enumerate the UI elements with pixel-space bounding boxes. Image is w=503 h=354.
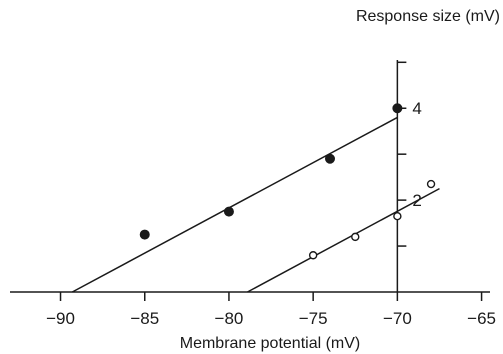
- open-data-point: [393, 211, 402, 221]
- open-data-point: [351, 232, 360, 242]
- filled-data-point: [325, 153, 335, 164]
- fit-line: [71, 116, 398, 293]
- x-tick-label: −65: [467, 309, 496, 328]
- fit-line: [247, 187, 440, 293]
- filled-data-point: [392, 103, 403, 114]
- x-tick-label: −85: [130, 309, 159, 328]
- y-axis-title: Response size (mV): [356, 8, 500, 25]
- x-tick-label: −90: [46, 309, 75, 328]
- open-data-point: [308, 251, 318, 260]
- data-points: [139, 103, 436, 260]
- x-tick-label: −80: [215, 309, 244, 328]
- x-axis-title: Membrane potential (mV): [180, 335, 361, 352]
- x-ticks: −90 −85 −80 −75 −70 −65: [46, 292, 496, 328]
- x-tick-label: −75: [299, 309, 328, 328]
- y-tick-label: 4: [412, 99, 421, 118]
- open-data-point: [426, 179, 436, 189]
- x-tick-label: −70: [383, 309, 412, 328]
- y-ticks: 24: [397, 61, 422, 247]
- fit-lines: [71, 116, 440, 293]
- filled-data-point: [139, 229, 150, 240]
- filled-data-point: [223, 206, 234, 217]
